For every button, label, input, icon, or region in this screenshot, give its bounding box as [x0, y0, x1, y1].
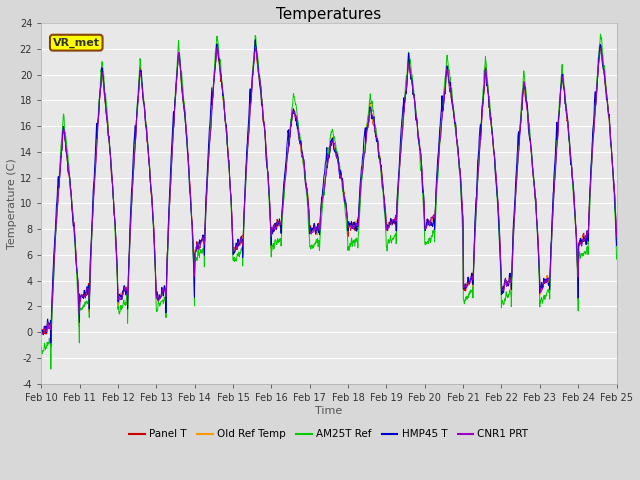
- Legend: Panel T, Old Ref Temp, AM25T Ref, HMP45 T, CNR1 PRT: Panel T, Old Ref Temp, AM25T Ref, HMP45 …: [125, 425, 532, 444]
- Title: Temperatures: Temperatures: [276, 7, 381, 22]
- X-axis label: Time: Time: [316, 406, 342, 416]
- Text: VR_met: VR_met: [52, 37, 100, 48]
- Y-axis label: Temperature (C): Temperature (C): [7, 158, 17, 249]
